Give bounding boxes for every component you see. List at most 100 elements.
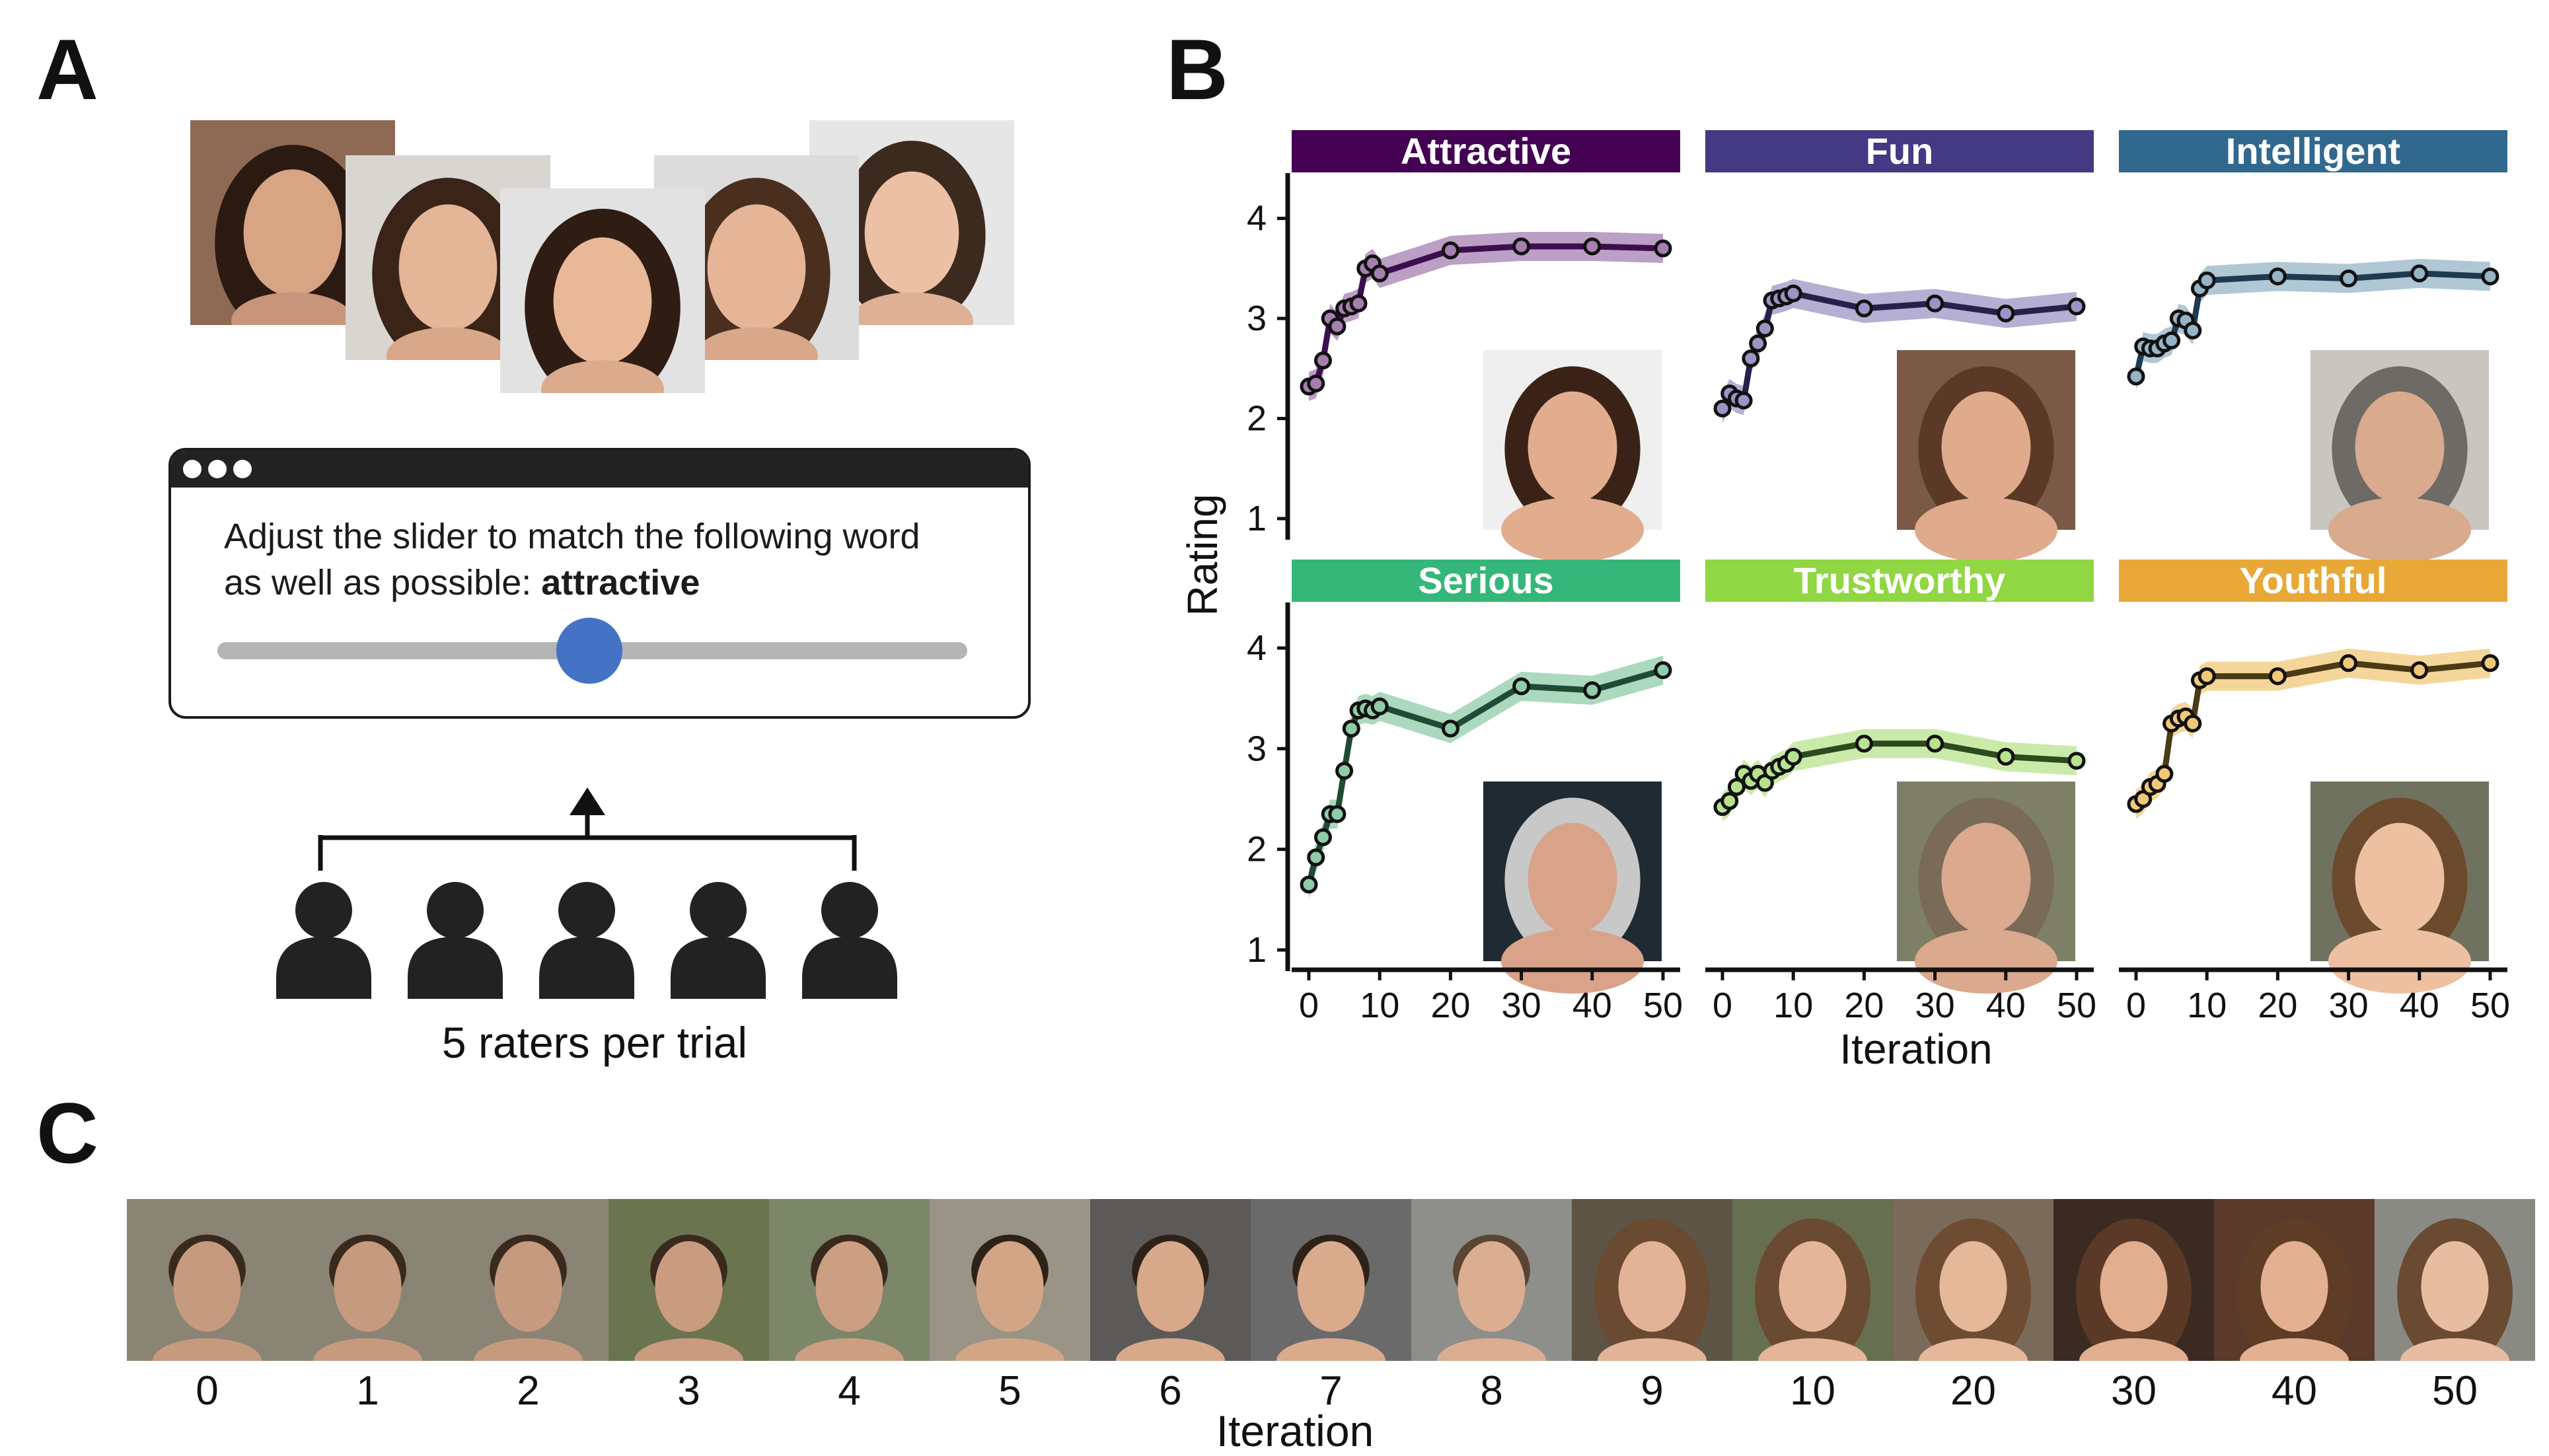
x-tick-label: 0: [1713, 986, 1732, 1025]
data-point: [1313, 828, 1332, 846]
x-tick-label: 20: [2258, 986, 2297, 1025]
facet-strip: [2119, 130, 2507, 172]
y-axis-title: Rating: [1179, 494, 1226, 616]
data-point: [1713, 399, 1732, 418]
y-tick-label: 4: [1247, 199, 1267, 238]
rating-window: Adjust the slider to match the following…: [168, 448, 1031, 719]
window-title-bar: [171, 451, 1028, 488]
iteration-tick-label: 50: [2432, 1368, 2478, 1414]
strip-axis-title: Iteration: [1216, 1406, 1374, 1455]
facet-strip: [1292, 130, 1680, 172]
raters-caption: 5 raters per trial: [441, 1018, 748, 1067]
facet-strip-label: Fun: [1866, 130, 1934, 172]
data-point: [1997, 304, 2015, 322]
x-tick-label: 50: [2470, 986, 2510, 1025]
iteration-tick-label: 20: [1950, 1368, 1996, 1414]
facet-strip-label: Attractive: [1401, 130, 1571, 172]
iteration-tick-label: 40: [2272, 1368, 2317, 1414]
data-point: [1654, 239, 1672, 258]
data-point: [1441, 241, 1459, 260]
iteration-tick-label: 8: [1480, 1368, 1503, 1414]
iteration-tick-label: 10: [1790, 1368, 1835, 1414]
iteration-face-strip: [127, 1199, 2535, 1361]
facet-strip-label: Serious: [1418, 560, 1553, 601]
window-dot-3: [233, 460, 252, 478]
data-point: [1307, 375, 1325, 393]
data-point: [1720, 792, 1739, 811]
data-point: [2268, 667, 2287, 686]
data-point: [2162, 331, 2181, 349]
x-tick-label: 40: [1986, 986, 2026, 1025]
x-tick-label: 30: [2329, 986, 2369, 1025]
iteration-face-image: [1251, 1199, 1411, 1361]
iteration-face-image: [448, 1199, 609, 1361]
data-point: [1583, 681, 1602, 700]
data-point: [1342, 719, 1360, 738]
data-point: [1512, 677, 1531, 696]
data-point: [2340, 654, 2358, 673]
data-point: [2481, 654, 2499, 673]
x-tick-label: 0: [2126, 986, 2146, 1025]
iteration-face-image: [1090, 1199, 1251, 1361]
window-dot-2: [208, 460, 227, 478]
data-point: [1734, 391, 1753, 410]
facet-panel: Attractive 1 2 3 4: [1247, 130, 1680, 562]
iteration-tick-label: 4: [838, 1368, 861, 1414]
x-tick-label: 10: [1773, 986, 1813, 1025]
facet-strip: [2119, 560, 2507, 602]
data-point: [2067, 297, 2086, 316]
rating-slider-knob[interactable]: [556, 618, 622, 684]
data-point: [1335, 762, 1354, 780]
y-tick-label: 2: [1247, 399, 1267, 439]
iteration-tick-label: 9: [1641, 1368, 1664, 1414]
iteration-face-image: [2214, 1199, 2375, 1361]
data-point: [1755, 319, 1774, 338]
rater-icon: [408, 882, 503, 999]
facet-strip-label: Trustworthy: [1794, 560, 2005, 601]
series-band: [2136, 258, 2490, 391]
x-tick-label: 0: [1299, 986, 1319, 1025]
y-tick-label: 1: [1247, 930, 1267, 970]
iteration-face-image: [1893, 1199, 2053, 1361]
y-tick-label: 1: [1247, 499, 1267, 538]
prompt-target-word: attractive: [541, 563, 700, 602]
facet-panel: Trustworthy 0 10 20 30 40 50: [1705, 560, 2096, 1025]
iteration-face-image: [2053, 1199, 2214, 1361]
facet-panel: Intelligent: [2119, 130, 2507, 562]
data-point: [2410, 264, 2429, 283]
y-tick-label: 3: [1247, 299, 1267, 338]
iteration-tick-label: 2: [517, 1368, 540, 1414]
facet-face-image: [1483, 782, 1662, 994]
facet-face-image: [1483, 350, 1662, 562]
data-point: [1313, 351, 1332, 370]
data-point: [2184, 714, 2202, 733]
data-point: [1855, 735, 1873, 753]
data-point: [2481, 267, 2499, 285]
data-point: [2198, 667, 2216, 686]
x-axis-title: Iteration: [1839, 1025, 1992, 1073]
x-tick-label: 50: [2057, 986, 2096, 1025]
data-point: [1742, 349, 1760, 368]
facet-face-image: [1897, 350, 2075, 562]
face-image-3: [500, 188, 705, 393]
x-tick-label: 50: [1643, 986, 1683, 1025]
rater-icon: [802, 882, 897, 999]
x-tick-label: 20: [1430, 986, 1470, 1025]
iteration-face-image: [1572, 1199, 1732, 1361]
iteration-face-image: [609, 1199, 769, 1361]
x-tick-label: 40: [1572, 986, 1612, 1025]
iteration-tick-label: 5: [998, 1368, 1021, 1414]
rater-icon: [276, 882, 371, 999]
data-point: [1997, 747, 2015, 766]
data-point: [2184, 321, 2202, 340]
series-band: [1309, 232, 1663, 402]
iteration-tick-label: 6: [1159, 1368, 1182, 1414]
x-tick-label: 30: [1915, 986, 1955, 1025]
iteration-tick-label: 1: [356, 1368, 379, 1414]
facet-face-image: [1897, 782, 2075, 994]
data-point: [1300, 875, 1318, 894]
iteration-face-image: [127, 1199, 287, 1361]
series-band: [1309, 655, 1663, 899]
x-tick-label: 40: [2400, 986, 2439, 1025]
iteration-tick-label: 3: [677, 1368, 700, 1414]
